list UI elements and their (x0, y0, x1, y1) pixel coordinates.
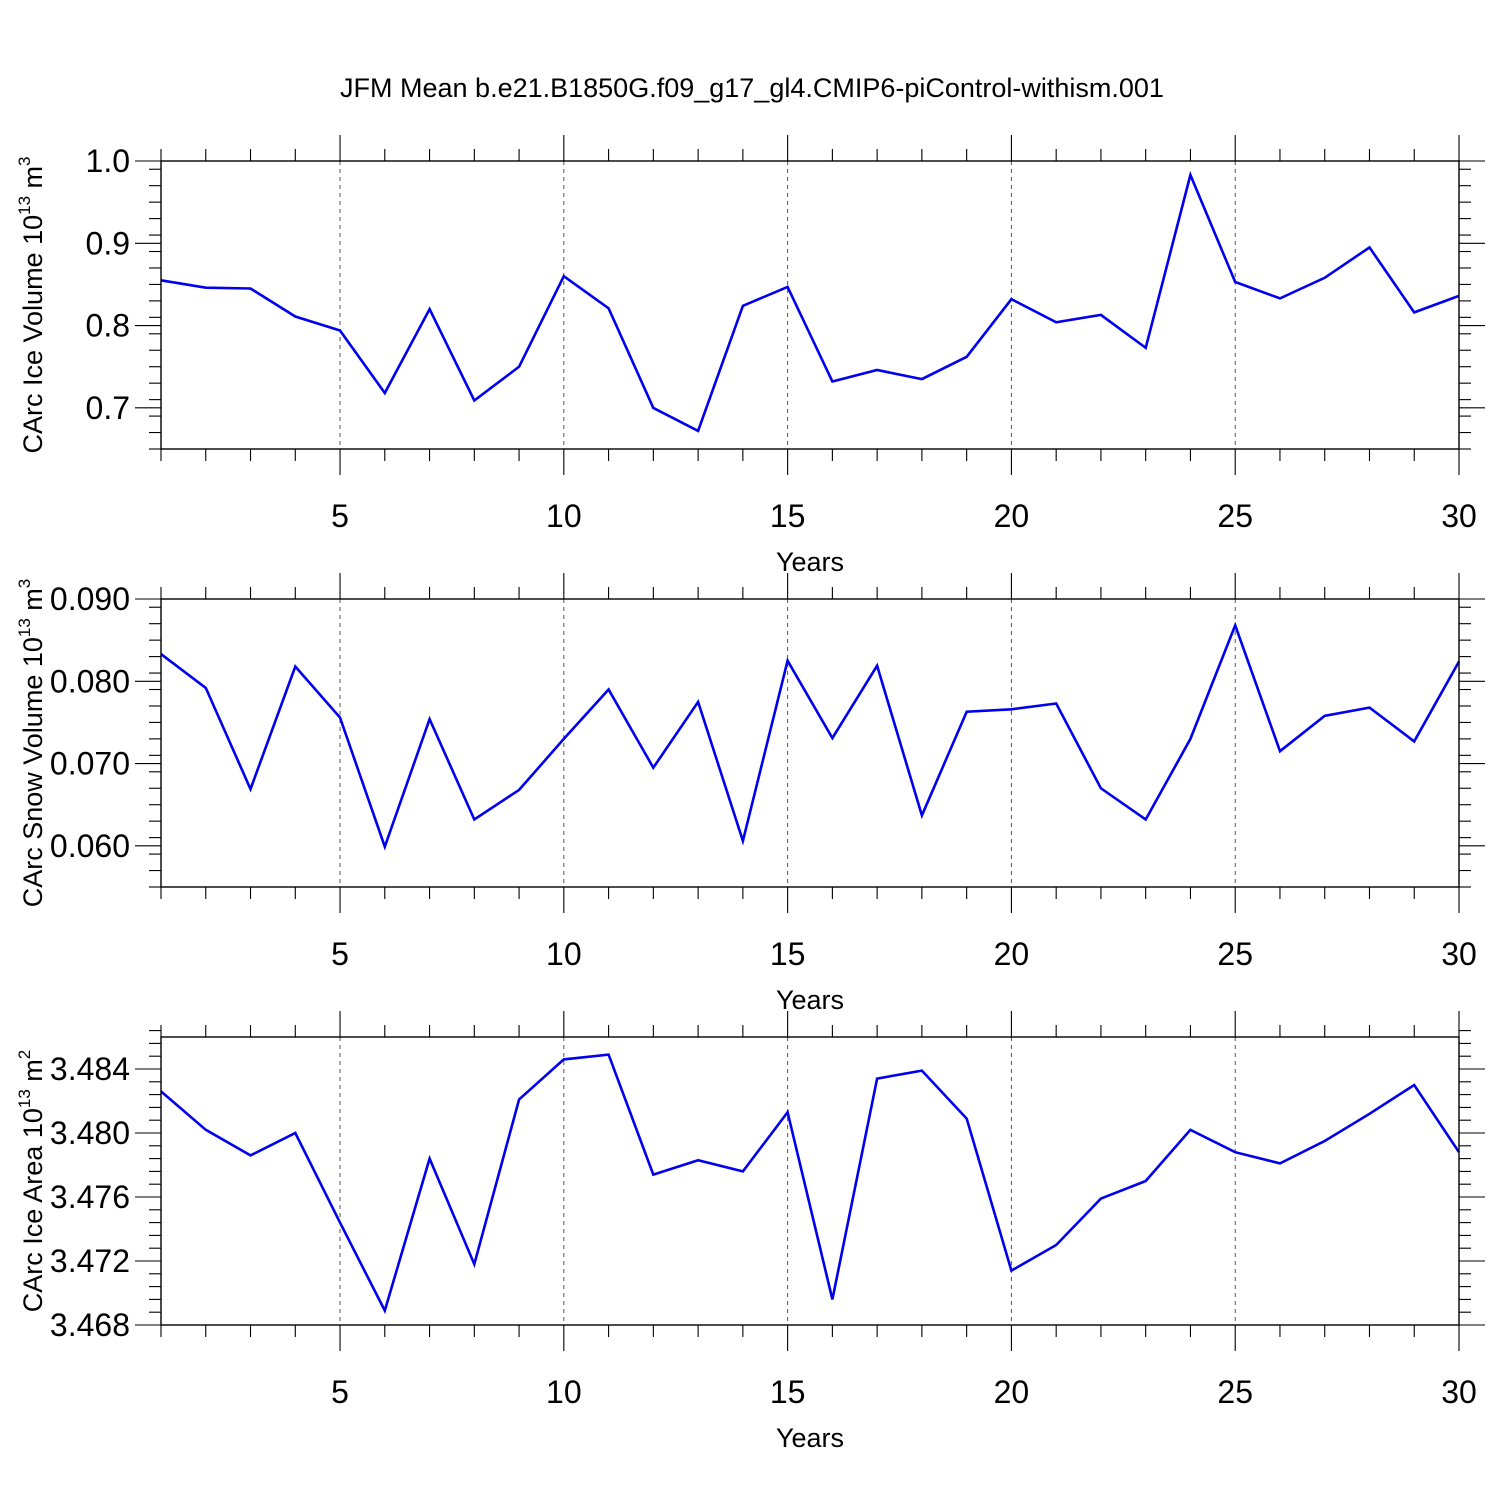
y-tick-label: 0.9 (86, 225, 130, 261)
y-axis-title-unit: m (18, 166, 48, 196)
y-axis-title-unit-exponent: 3 (15, 156, 34, 165)
y-tick-label: 3.480 (50, 1115, 130, 1151)
y-tick-label: 1.0 (86, 143, 130, 179)
y-tick-label: 0.060 (50, 828, 130, 864)
x-tick-label: 5 (331, 498, 349, 534)
panel-ice-area: 3.468 3.472 3.476 3.480 3.484 5 10 15 20 25 30 Year… (15, 1011, 1485, 1453)
y-axis-title-main: CArc Snow Volume 10 (18, 637, 48, 907)
x-axis-title: Years (776, 985, 844, 1015)
x-tick-label: 30 (1441, 936, 1477, 972)
x-axis-title: Years (776, 1423, 844, 1453)
y-axis-title-exponent: 13 (15, 618, 34, 637)
series-line-ice-volume (160, 170, 1460, 433)
plot-frame (160, 1036, 1460, 1326)
y-tick-label: 0.8 (86, 308, 130, 344)
x-tick-label: 10 (546, 1374, 582, 1410)
y-tick-label: 0.080 (50, 663, 130, 699)
y-tick-label: 0.070 (50, 746, 130, 782)
x-tick-label: 30 (1441, 498, 1477, 534)
y-axis-title: CArc Ice Volume 1013 m3 (15, 156, 48, 453)
y-axis-title-exponent: 13 (15, 196, 34, 215)
x-tick-label: 10 (546, 936, 582, 972)
y-tick-label: 3.476 (50, 1179, 130, 1215)
x-tick-label: 15 (770, 936, 806, 972)
x-tick-label: 5 (331, 1374, 349, 1410)
y-tick-label: 3.472 (50, 1243, 130, 1279)
x-tick-label: 15 (770, 1374, 806, 1410)
plot-frame (160, 160, 1460, 450)
panel-ice-volume: 0.7 0.8 0.9 1.0 5 10 15 20 25 30 Years CArc Ice Vol… (15, 135, 1485, 577)
y-axis-title-unit-exponent: 2 (15, 1050, 34, 1059)
y-axis-title-main: CArc Ice Volume 10 (18, 215, 48, 454)
y-axis-title-main: CArc Ice Area 10 (18, 1108, 48, 1312)
x-axis-title: Years (776, 547, 844, 577)
y-tick-label: 3.468 (50, 1307, 130, 1343)
y-axis-title-exponent: 13 (15, 1089, 34, 1108)
x-tick-label: 25 (1217, 498, 1253, 534)
series-line-snow-volume (160, 621, 1461, 851)
x-tick-label: 25 (1217, 1374, 1253, 1410)
y-tick-label: 3.484 (50, 1051, 130, 1087)
y-axis-title: CArc Snow Volume 1013 m3 (15, 579, 48, 908)
x-tick-label: 30 (1441, 1374, 1477, 1410)
x-tick-label: 15 (770, 498, 806, 534)
x-tick-label: 20 (994, 1374, 1030, 1410)
y-axis-title-unit: m (18, 588, 48, 618)
figure-title: JFM Mean b.e21.B1850G.f09_g17_gl4.CMIP6-… (340, 73, 1164, 103)
x-tick-label: 25 (1217, 936, 1253, 972)
series-line-ice-area (160, 1053, 1461, 1315)
y-tick-label: 0.7 (86, 390, 130, 426)
x-tick-label: 20 (994, 936, 1030, 972)
x-tick-label: 10 (546, 498, 582, 534)
y-axis-title-unit-exponent: 3 (15, 579, 34, 588)
panel-snow-volume: 0.060 0.070 0.080 0.090 5 10 15 20 25 30 Years CArc… (15, 573, 1485, 1015)
y-axis-title: CArc Ice Area 1013 m2 (15, 1050, 48, 1313)
x-tick-label: 5 (331, 936, 349, 972)
x-tick-label: 20 (994, 498, 1030, 534)
plot-frame (160, 598, 1460, 888)
y-tick-label: 0.090 (50, 581, 130, 617)
y-axis-title-unit: m (18, 1059, 48, 1089)
